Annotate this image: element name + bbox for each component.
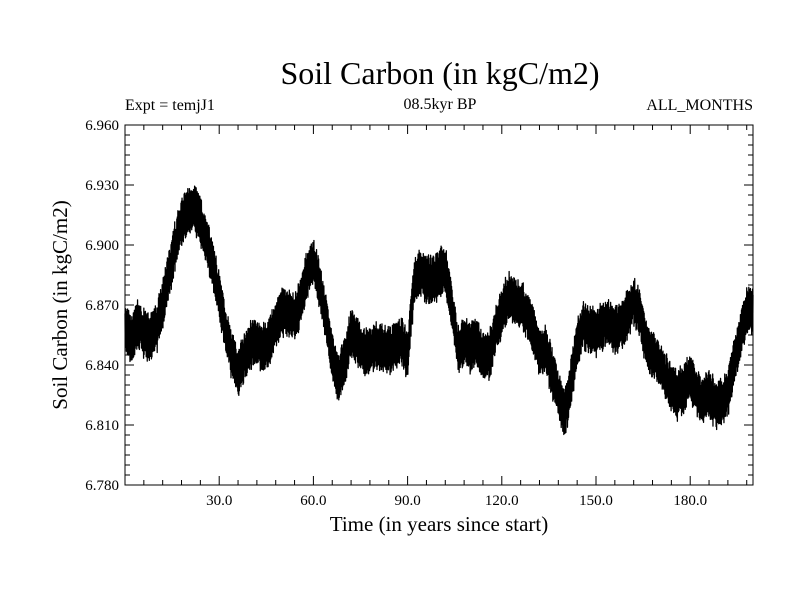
x-tick-label: 90.0 <box>394 493 420 509</box>
y-axis-minor-ticks <box>125 134 753 476</box>
x-tick-label: 120.0 <box>485 493 519 509</box>
months-label: ALL_MONTHS <box>646 97 753 114</box>
x-tick-label: 150.0 <box>579 493 613 509</box>
x-axis-ticks: 30.0 60.0 90.0 120.0 150.0 180.0 <box>206 125 707 509</box>
chart-title: Soil Carbon (in kgC/m2) <box>280 55 599 91</box>
y-tick-label: 6.870 <box>85 298 119 314</box>
x-tick-label: 30.0 <box>206 493 232 509</box>
chart-subtitle: 08.5kyr BP <box>404 96 477 113</box>
y-tick-label: 6.960 <box>85 118 119 134</box>
x-axis-label: Time (in years since start) <box>330 512 549 536</box>
x-tick-label: 60.0 <box>300 493 326 509</box>
y-tick-label: 6.810 <box>85 418 119 434</box>
y-tick-label: 6.930 <box>85 178 119 194</box>
y-tick-label: 6.840 <box>85 358 119 374</box>
x-tick-label: 180.0 <box>673 493 707 509</box>
y-axis-label: Soil Carbon (in kgC/m2) <box>48 200 72 409</box>
y-axis-ticks: 6.780 6.810 6.840 6.870 6.900 6.930 6.960 <box>85 118 753 494</box>
experiment-label: Expt = temjJ1 <box>125 97 215 114</box>
x-axis-minor-ticks <box>143 125 748 485</box>
y-tick-label: 6.780 <box>85 478 119 494</box>
y-tick-label: 6.900 <box>85 238 119 254</box>
soil-carbon-series-line <box>124 185 754 436</box>
